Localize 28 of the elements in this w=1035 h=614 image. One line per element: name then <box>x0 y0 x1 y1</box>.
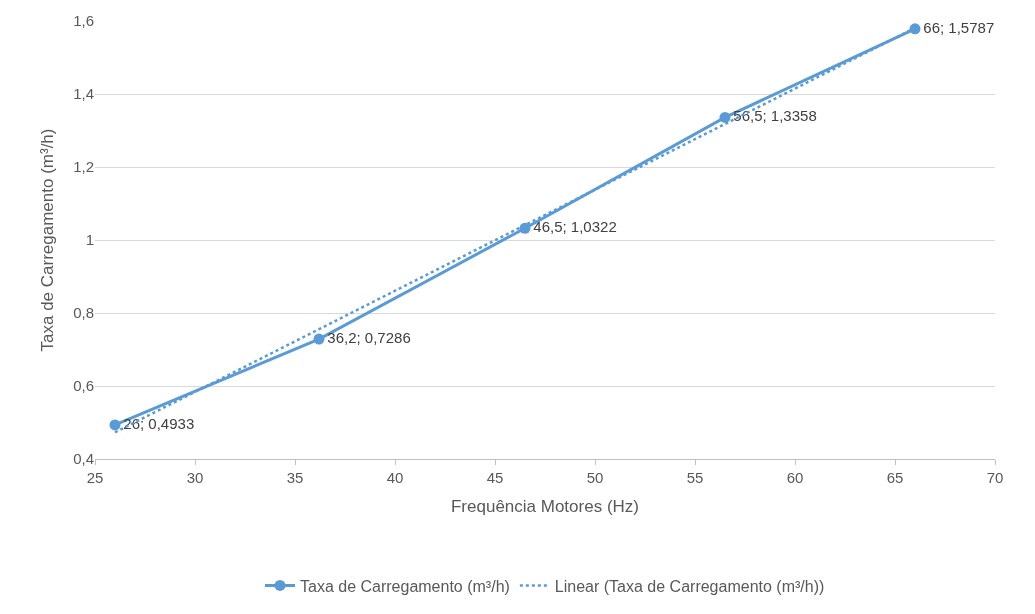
legend-label: Linear (Taxa de Carregamento (m³/h)) <box>554 577 825 595</box>
point <box>313 333 325 345</box>
x-tick-label: 65 <box>886 469 904 486</box>
x-tick-label: 40 <box>386 469 404 486</box>
y-tick-label: 1,4 <box>73 85 94 103</box>
legend-label: Taxa de Carregamento (m³/h) <box>300 577 510 595</box>
x-tick-label: 25 <box>86 469 104 486</box>
data-label: 36,2; 0,7286 <box>319 328 411 346</box>
x-tick-label: 55 <box>686 469 704 486</box>
y-tick-label: 0,4 <box>73 450 94 468</box>
data-label: 66; 1,5787 <box>915 18 995 36</box>
data-label: 56,5; 1,3358 <box>725 107 817 125</box>
y-axis-title: Taxa de Carregamento (m³/h) <box>37 128 57 352</box>
point <box>719 111 731 123</box>
y-tick-label: 1,2 <box>73 158 94 176</box>
y-tick-label: 0,6 <box>73 377 94 395</box>
x-tick-label: 30 <box>186 469 204 486</box>
data-label: 46,5; 1,0322 <box>525 218 617 235</box>
y-tick-label: 1 <box>85 231 94 249</box>
x-tick-label: 35 <box>286 469 304 486</box>
x-axis-title: Frequência Motores (Hz) <box>450 497 640 517</box>
x-tick-label: 60 <box>786 469 804 486</box>
y-tick-label: 0,8 <box>73 304 94 322</box>
x-tick-label: 45 <box>486 469 504 486</box>
point <box>109 419 121 431</box>
x-tick-label: 70 <box>986 469 1004 486</box>
y-tick-label: 1,6 <box>73 12 94 30</box>
x-tick-label: 50 <box>586 469 604 486</box>
